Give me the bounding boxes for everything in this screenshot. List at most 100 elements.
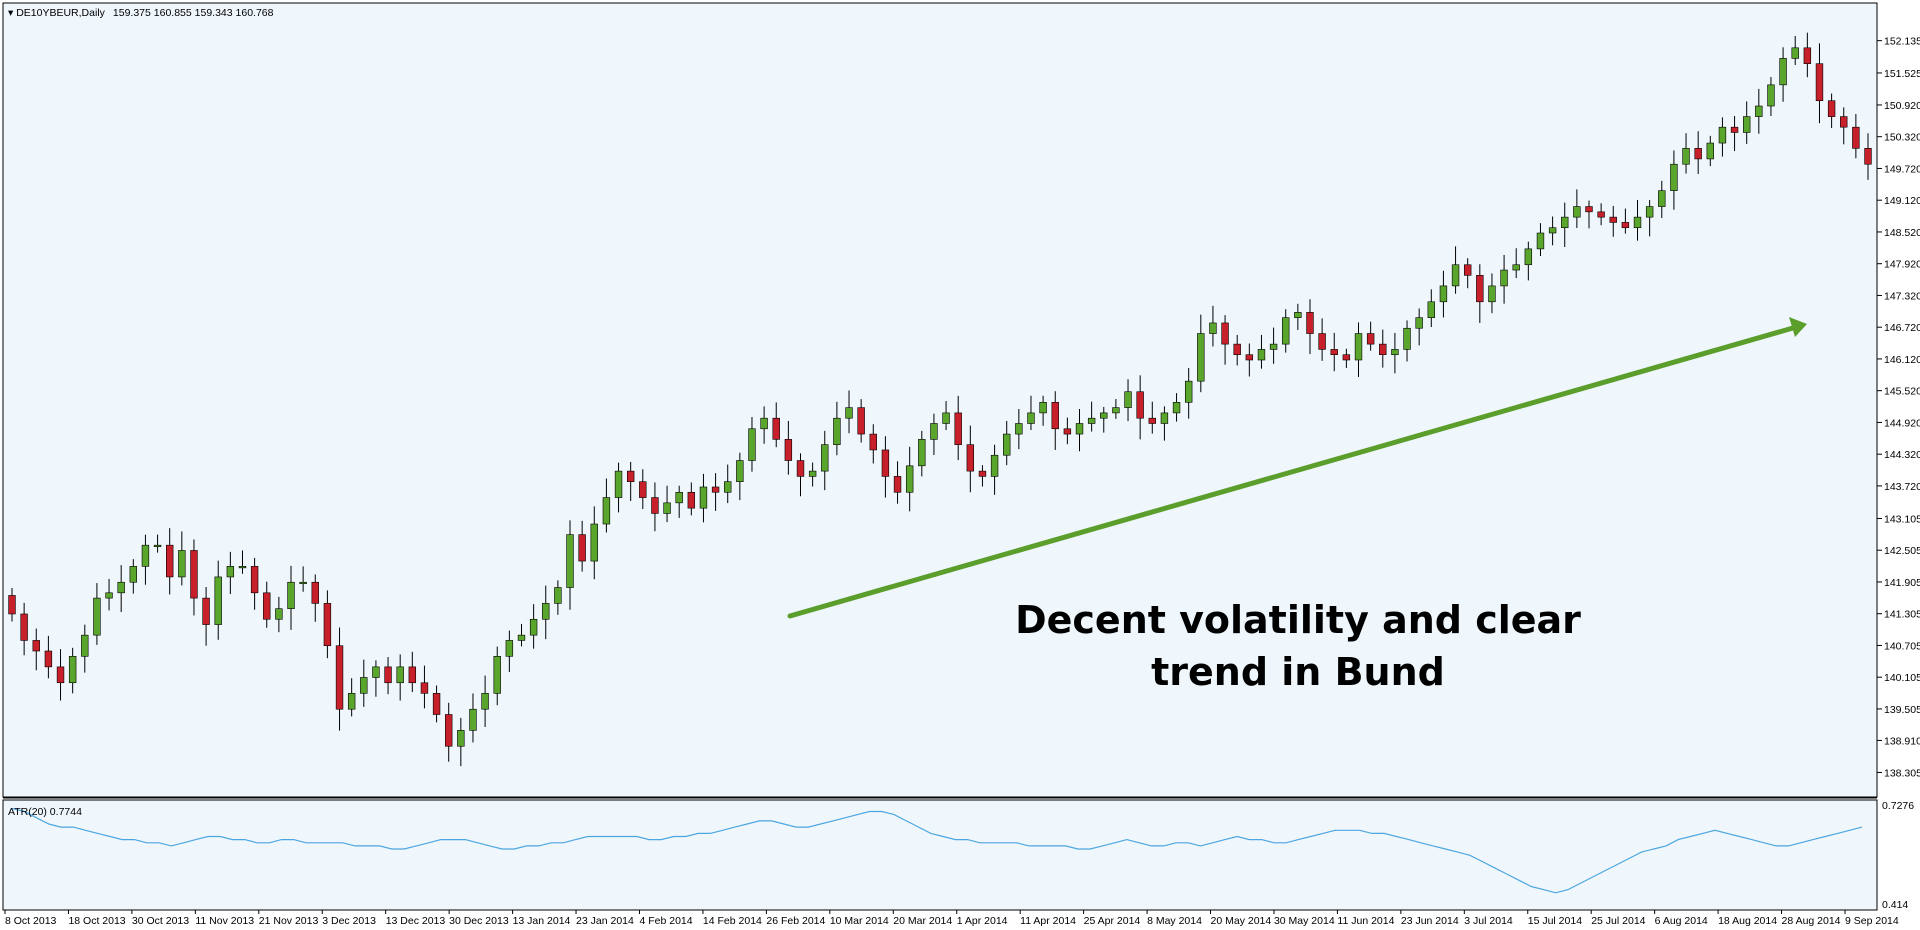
time-tick-label: 13 Jan 2014: [513, 915, 571, 927]
candle-body-bear: [250, 566, 259, 594]
price-tick-label: 139.505: [1884, 704, 1920, 716]
candle: [1864, 133, 1872, 180]
candle-body-bear: [796, 460, 805, 477]
candle: [1476, 264, 1484, 323]
candle: [542, 585, 550, 640]
price-tick-label: 140.705: [1884, 640, 1920, 652]
candle: [808, 462, 817, 487]
candle: [1427, 289, 1435, 327]
price-tick-label: 143.720: [1884, 481, 1920, 493]
candle: [1379, 329, 1387, 368]
price-tick-label: 141.905: [1884, 577, 1920, 589]
candle-body-bear: [1852, 126, 1860, 149]
candle: [250, 557, 259, 610]
candle-body-bear: [881, 449, 890, 477]
time-tick-label: 4 Feb 2014: [639, 915, 692, 927]
candle-body-bear: [44, 650, 53, 668]
candle: [1585, 200, 1593, 229]
candle-body-bull: [942, 412, 950, 424]
time-tick-label: 25 Jul 2014: [1591, 915, 1645, 927]
candle: [881, 436, 890, 498]
candle: [117, 565, 125, 613]
candle-body-bear: [1815, 63, 1824, 102]
candle: [687, 482, 696, 516]
candle: [905, 446, 914, 512]
candle-body-bull: [1439, 285, 1448, 303]
header-dropdown-icon[interactable]: ▾: [8, 7, 16, 19]
candle-body-bear: [772, 417, 780, 440]
candle-body-bull: [81, 634, 89, 657]
price-tick-label: 142.505: [1884, 545, 1920, 557]
candle: [153, 534, 162, 553]
candle: [663, 485, 671, 523]
candle: [1172, 393, 1181, 422]
candle: [408, 651, 417, 693]
candle: [675, 485, 683, 518]
candle: [1160, 406, 1169, 441]
candle: [420, 665, 429, 709]
candle-body-bull: [736, 460, 744, 482]
candle-body-bull: [1633, 216, 1642, 229]
candle-body-bull: [833, 417, 841, 445]
candle-body-bull: [1039, 402, 1047, 414]
candle-body-bear: [311, 581, 319, 604]
candle: [493, 646, 501, 706]
candle-body-bear: [384, 666, 392, 684]
candle-body-bull: [845, 407, 853, 419]
candle-body-bear: [1245, 354, 1254, 361]
candle: [1306, 299, 1314, 355]
candle-body-bull: [226, 566, 235, 578]
price-tick-label: 138.305: [1884, 767, 1920, 779]
candle-body-bear: [626, 470, 635, 482]
candle-body-bear: [711, 486, 720, 493]
candle-body-bear: [1306, 312, 1314, 334]
candle: [1318, 318, 1326, 361]
candle-body-bull: [1209, 322, 1217, 334]
candle-body-bear: [1803, 47, 1812, 64]
candle: [469, 693, 477, 743]
candle-body-bull: [1500, 269, 1508, 287]
candle: [8, 587, 16, 622]
candle-body-bear: [1342, 354, 1351, 361]
candle-body-bull: [1488, 285, 1496, 303]
candle: [129, 559, 138, 594]
candle: [1136, 375, 1144, 440]
candle: [833, 401, 841, 456]
candle: [1148, 401, 1156, 434]
time-tick-label: 18 Oct 2013: [68, 915, 125, 927]
candle: [1269, 327, 1278, 364]
candle-body-bear: [1840, 116, 1848, 128]
candle: [554, 580, 562, 615]
candle-body-bear: [1597, 211, 1605, 218]
candle: [821, 430, 829, 491]
candle: [44, 635, 53, 679]
candle-body-bull: [1282, 317, 1290, 345]
candle: [372, 660, 380, 697]
candle: [384, 657, 392, 695]
candle: [505, 630, 514, 672]
candle: [1366, 321, 1375, 351]
candle: [930, 413, 938, 456]
candle: [966, 425, 975, 493]
candle-body-bull: [1536, 232, 1545, 250]
candle: [1633, 199, 1642, 241]
candle: [323, 590, 332, 659]
candle: [20, 602, 28, 656]
candle-body-bear: [432, 693, 441, 715]
candle: [1767, 77, 1775, 116]
candle-body-bull: [1548, 227, 1557, 234]
candle: [1548, 216, 1557, 246]
candle-body-bull: [1075, 423, 1084, 435]
candle: [1463, 258, 1472, 289]
candle-body-bull: [1112, 407, 1120, 414]
candle: [1100, 406, 1108, 433]
candle-body-bull: [469, 708, 477, 731]
atr-line-group: [11, 807, 1863, 894]
candle: [1609, 205, 1617, 237]
time-tick-label: 11 Nov 2013: [195, 915, 254, 927]
candle: [1561, 202, 1569, 247]
candle: [1658, 180, 1666, 218]
atr-max-label: 0.7276: [1882, 800, 1914, 812]
candle: [1003, 420, 1011, 466]
